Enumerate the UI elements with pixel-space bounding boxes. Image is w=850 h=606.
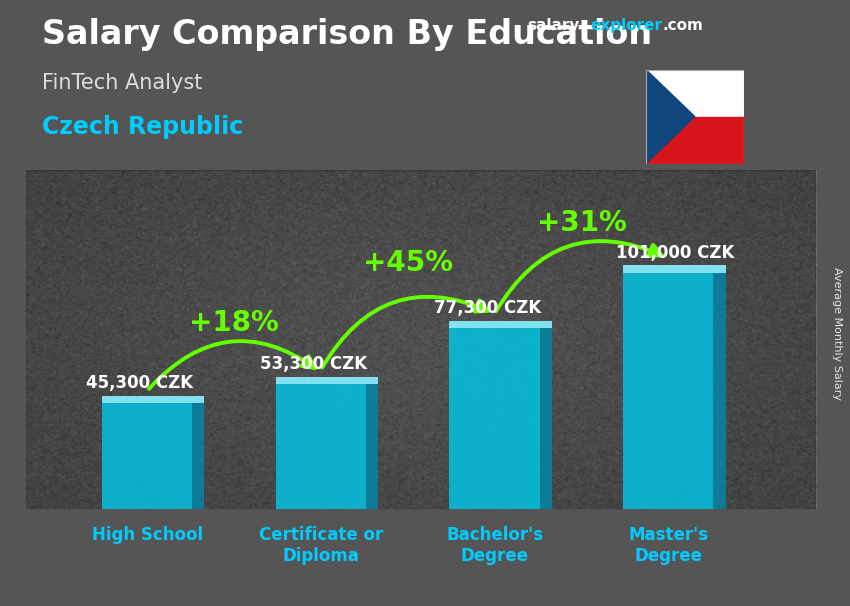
Bar bbox=[275, 384, 366, 509]
Text: Average Monthly Salary: Average Monthly Salary bbox=[832, 267, 842, 400]
Text: +18%: +18% bbox=[189, 310, 279, 338]
Text: Czech Republic: Czech Republic bbox=[42, 115, 244, 139]
FancyArrowPatch shape bbox=[496, 241, 662, 311]
Text: +45%: +45% bbox=[363, 248, 453, 276]
Bar bbox=[623, 265, 726, 273]
Bar bbox=[275, 377, 378, 384]
Bar bbox=[646, 116, 744, 164]
Bar bbox=[646, 70, 744, 116]
Text: 45,300 CZK: 45,300 CZK bbox=[87, 374, 194, 392]
Text: 53,300 CZK: 53,300 CZK bbox=[260, 355, 367, 373]
Text: salary: salary bbox=[527, 18, 580, 33]
Bar bbox=[713, 273, 726, 509]
FancyArrowPatch shape bbox=[322, 297, 488, 367]
Text: +31%: +31% bbox=[536, 209, 626, 237]
Text: explorer: explorer bbox=[591, 18, 663, 33]
Text: Salary Comparison By Education: Salary Comparison By Education bbox=[42, 18, 653, 51]
Bar bbox=[102, 396, 205, 403]
Bar bbox=[623, 273, 713, 509]
Bar bbox=[102, 403, 192, 509]
Text: .com: .com bbox=[663, 18, 704, 33]
FancyArrowPatch shape bbox=[149, 341, 315, 389]
Text: 77,300 CZK: 77,300 CZK bbox=[434, 299, 541, 317]
Bar bbox=[540, 328, 552, 509]
Polygon shape bbox=[646, 70, 694, 164]
Bar bbox=[450, 328, 540, 509]
Bar bbox=[366, 384, 378, 509]
Text: FinTech Analyst: FinTech Analyst bbox=[42, 73, 203, 93]
Bar bbox=[192, 403, 205, 509]
Text: 101,000 CZK: 101,000 CZK bbox=[616, 244, 734, 262]
Bar bbox=[450, 321, 552, 328]
